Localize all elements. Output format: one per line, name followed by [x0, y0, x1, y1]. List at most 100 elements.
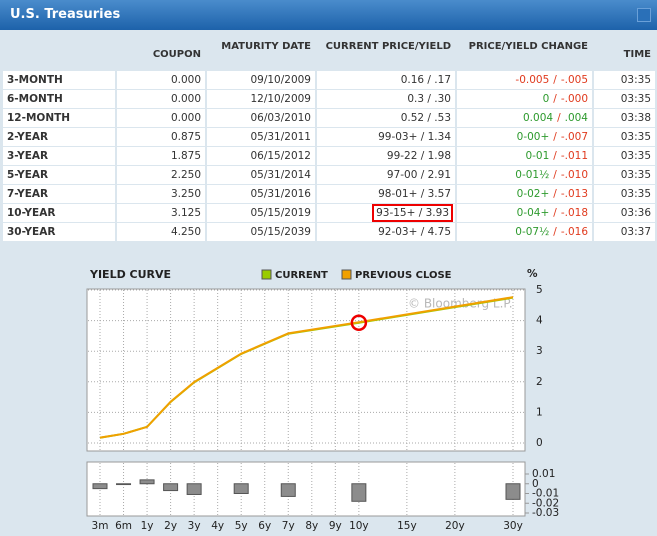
bar: [233, 483, 249, 494]
cell-text: 97-00 / 2.91: [386, 169, 451, 181]
cell-text: 10-YEAR: [7, 207, 56, 219]
cell: 03:35: [594, 185, 655, 203]
y-tick-label: 4: [536, 315, 543, 327]
cell-text: 03:35: [620, 93, 651, 105]
separator: /: [553, 226, 557, 238]
cell-text: 2.250: [170, 169, 201, 181]
cell-text: 99-03+ / 1.34: [378, 131, 451, 143]
row-label: 30-YEAR: [3, 223, 115, 241]
price-change: 0-04+: [516, 207, 550, 219]
cell-text: 6-MONTH: [7, 93, 63, 105]
cell: 0.875: [117, 128, 205, 146]
column-header: MATURITY DATE: [221, 41, 311, 52]
cell: 98-01+ / 3.57: [317, 185, 455, 203]
price-change: 0.004: [523, 112, 554, 124]
separator: /: [557, 112, 561, 124]
cell-text: 5-YEAR: [7, 169, 49, 181]
cell-text: 92-03+ / 4.75: [378, 226, 451, 238]
cell-text: 0.875: [170, 131, 201, 143]
legend-label: CURRENT: [275, 270, 328, 281]
cell: 0-00+ / -.007: [457, 128, 592, 146]
separator: /: [553, 188, 557, 200]
price-change: 0-01½: [515, 169, 550, 181]
legend-label: PREVIOUS CLOSE: [355, 270, 452, 281]
yield-change: -.000: [560, 93, 588, 105]
cell: 3.125: [117, 204, 205, 222]
x-tick-label: 1y: [141, 520, 154, 532]
cell: 03:36: [594, 204, 655, 222]
x-tick-label: 10y: [349, 520, 369, 532]
bar: [139, 479, 155, 485]
bar: [116, 483, 132, 486]
cell: 0-01/-.011: [457, 147, 592, 165]
yield-change: -.007: [560, 131, 588, 143]
cell: 03:35: [594, 128, 655, 146]
price-change: 0: [542, 93, 550, 105]
cell-text: 06/03/2010: [250, 112, 311, 124]
cell-text: 0.16 / .17: [400, 74, 451, 86]
row-label: 5-YEAR: [3, 166, 115, 184]
cell: 99-22 / 1.98: [317, 147, 455, 165]
cell-text: 30-YEAR: [7, 226, 56, 238]
y-tick-label: -0.02: [532, 497, 559, 509]
row-label: 3-YEAR: [3, 147, 115, 165]
x-tick-label: 15y: [397, 520, 417, 532]
cell-text: 7-YEAR: [7, 188, 49, 200]
column-header: COUPON: [152, 49, 201, 60]
cell: 0-01½ / -.010: [457, 166, 592, 184]
cell: 0.000: [117, 90, 205, 108]
y-tick-label: 0: [532, 478, 539, 490]
row-label: 6-MONTH: [3, 90, 115, 108]
y-tick-label: -0.03: [532, 507, 559, 519]
cell: 09/10/2009: [207, 71, 315, 89]
separator: /: [553, 169, 557, 181]
yield-change: -.018: [560, 207, 588, 219]
cell-text: 0.000: [170, 112, 201, 124]
y-unit: %: [527, 268, 538, 280]
cell: 99-03+ / 1.34: [317, 128, 455, 146]
y-tick-label: 1: [536, 406, 543, 418]
cell: 97-00 / 2.91: [317, 166, 455, 184]
cell-text: 3-MONTH: [7, 74, 63, 86]
row-label: 12-MONTH: [3, 109, 115, 127]
x-tick-label: 8y: [305, 520, 318, 532]
cell: 0-04+ / -.018: [457, 204, 592, 222]
cell: 03:38: [594, 109, 655, 127]
legend-swatch: [341, 269, 352, 280]
cell: 0-07½ / -.016: [457, 223, 592, 241]
cell-text: 03:38: [620, 112, 651, 124]
cell: 0.000: [117, 109, 205, 127]
header-icon: [637, 8, 651, 22]
cell: 05/15/2019: [207, 204, 315, 222]
bar: [351, 483, 367, 502]
cell: 92-03+ / 4.75: [317, 223, 455, 241]
cell-text: 12/10/2009: [250, 93, 311, 105]
cell: 12/10/2009: [207, 90, 315, 108]
cell-text: 2-YEAR: [7, 131, 49, 143]
x-tick-label: 2y: [164, 520, 177, 532]
bar: [186, 483, 202, 495]
cell-text: 03:35: [620, 74, 651, 86]
cell: 1.875: [117, 147, 205, 165]
bar: [505, 483, 521, 500]
row-label: 7-YEAR: [3, 185, 115, 203]
column-header: PRICE/YIELD CHANGE: [468, 41, 588, 52]
cell-text: 12-MONTH: [7, 112, 71, 124]
x-tick-label: 3y: [188, 520, 201, 532]
separator: /: [553, 150, 557, 162]
header-title: U.S. Treasuries: [10, 7, 121, 22]
price-change: 0-00+: [516, 131, 550, 143]
cell: 3.250: [117, 185, 205, 203]
bar: [92, 483, 108, 490]
cell-text: 3.250: [170, 188, 201, 200]
x-tick-label: 9y: [329, 520, 342, 532]
y-tick-label: -0.01: [532, 488, 559, 500]
cell: 0/-.000: [457, 90, 592, 108]
price-change: 0-02+: [516, 188, 550, 200]
row-label: 2-YEAR: [3, 128, 115, 146]
cell-text: 0.000: [170, 93, 201, 105]
cell: -0.005/-.005: [457, 71, 592, 89]
cell-text: 05/31/2011: [250, 131, 311, 143]
x-tick-label: 30y: [503, 520, 523, 532]
cell-text: 05/15/2019: [250, 207, 311, 219]
